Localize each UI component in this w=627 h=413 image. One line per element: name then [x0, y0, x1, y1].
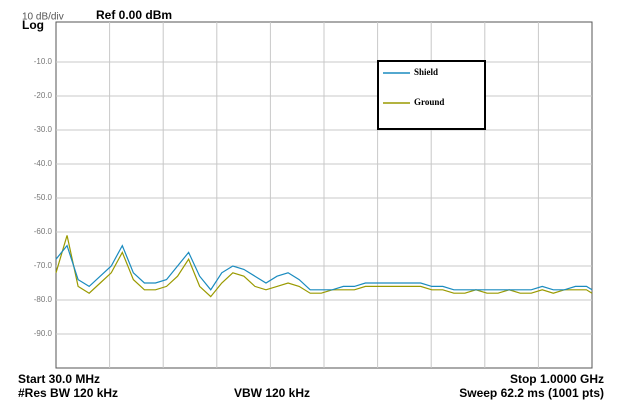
stop-label: Stop 1.0000 GHz	[510, 372, 604, 386]
legend-label: Ground	[414, 97, 444, 107]
y-tick-label: -70.0	[34, 261, 53, 270]
y-tick-label: -90.0	[34, 329, 53, 338]
scale-type: Log	[22, 18, 44, 32]
ref-level: Ref 0.00 dBm	[96, 8, 172, 22]
vbw-label: VBW 120 kHz	[234, 386, 310, 400]
trace	[55, 244, 593, 291]
y-tick-label: -40.0	[34, 159, 53, 168]
y-tick-label: -10.0	[34, 57, 53, 66]
y-tick-label: -60.0	[34, 227, 53, 236]
y-tick-label: -20.0	[34, 91, 53, 100]
scale-label: 10 dB/div	[22, 12, 64, 23]
y-tick-label: -80.0	[34, 295, 53, 304]
rbw-label: #Res BW 120 kHz	[18, 386, 118, 400]
start-label: Start 30.0 MHz	[18, 372, 100, 386]
y-tick-label: -30.0	[34, 125, 53, 134]
y-tick-label: -50.0	[34, 193, 53, 202]
sweep-label: Sweep 62.2 ms (1001 pts)	[459, 386, 604, 400]
legend-label: Shield	[414, 67, 438, 77]
